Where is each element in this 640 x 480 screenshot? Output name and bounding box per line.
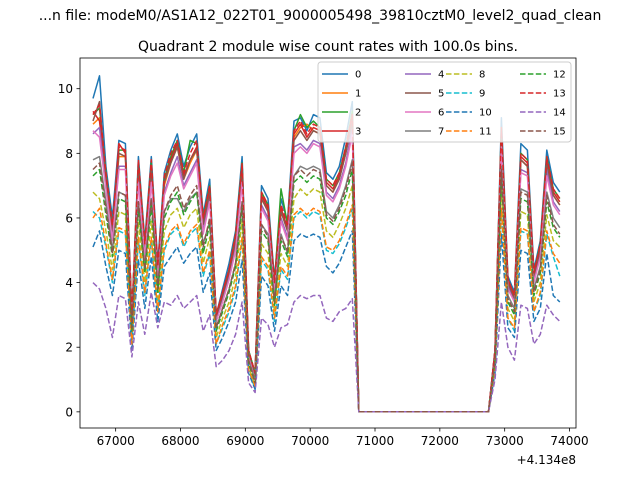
x-tick-label: 72000 — [421, 434, 459, 448]
x-tick-label: 68000 — [161, 434, 199, 448]
legend-label-7: 7 — [438, 127, 444, 138]
legend-label-8: 8 — [479, 70, 485, 81]
legend-label-14: 14 — [553, 108, 566, 119]
legend-label-13: 13 — [553, 89, 566, 100]
y-tick-label: 6 — [65, 211, 73, 225]
legend-label-12: 12 — [553, 70, 566, 81]
legend-label-2: 2 — [355, 108, 361, 119]
series-line-6 — [92, 130, 561, 413]
x-tick-label: 69000 — [226, 434, 264, 448]
y-tick-label: 0 — [65, 405, 73, 419]
x-tick-label: 74000 — [550, 434, 588, 448]
series-line-11 — [92, 204, 561, 413]
legend-label-0: 0 — [355, 70, 361, 81]
y-tick-label: 2 — [65, 341, 73, 355]
legend-frame — [317, 61, 572, 143]
y-tick-label: 10 — [58, 82, 73, 96]
x-tick-label: 67000 — [97, 434, 135, 448]
y-tick-label: 4 — [65, 276, 73, 290]
legend-label-10: 10 — [479, 108, 492, 119]
legend-label-11: 11 — [479, 127, 492, 138]
x-tick-label: 70000 — [291, 434, 329, 448]
x-tick-label: 73000 — [486, 434, 524, 448]
legend-label-1: 1 — [355, 89, 361, 100]
x-tick-label: 71000 — [356, 434, 394, 448]
y-tick-label: 8 — [65, 147, 73, 161]
figure-suptitle: ...n file: modeM0/AS1A12_022T01_90000054… — [39, 8, 602, 24]
series-line-10 — [92, 230, 561, 413]
legend-label-3: 3 — [355, 127, 361, 138]
series-line-7 — [92, 155, 561, 413]
x-offset-text: +4.134e8 — [517, 453, 576, 467]
series-line-15 — [92, 162, 561, 413]
plot-frame — [79, 57, 577, 429]
legend-label-5: 5 — [438, 89, 444, 100]
legend-label-4: 4 — [438, 70, 444, 81]
x-axis: 67000 68000 69000 70000 71000 72000 73000 74000 — [97, 428, 589, 448]
y-axis: 0 2 4 6 8 10 — [58, 82, 80, 419]
chart-title: Quadrant 2 module wise count rates with … — [138, 39, 518, 55]
series-line-14 — [92, 282, 561, 413]
legend-label-15: 15 — [553, 127, 566, 138]
legend-label-9: 9 — [479, 89, 485, 100]
legend-label-6: 6 — [438, 108, 444, 119]
